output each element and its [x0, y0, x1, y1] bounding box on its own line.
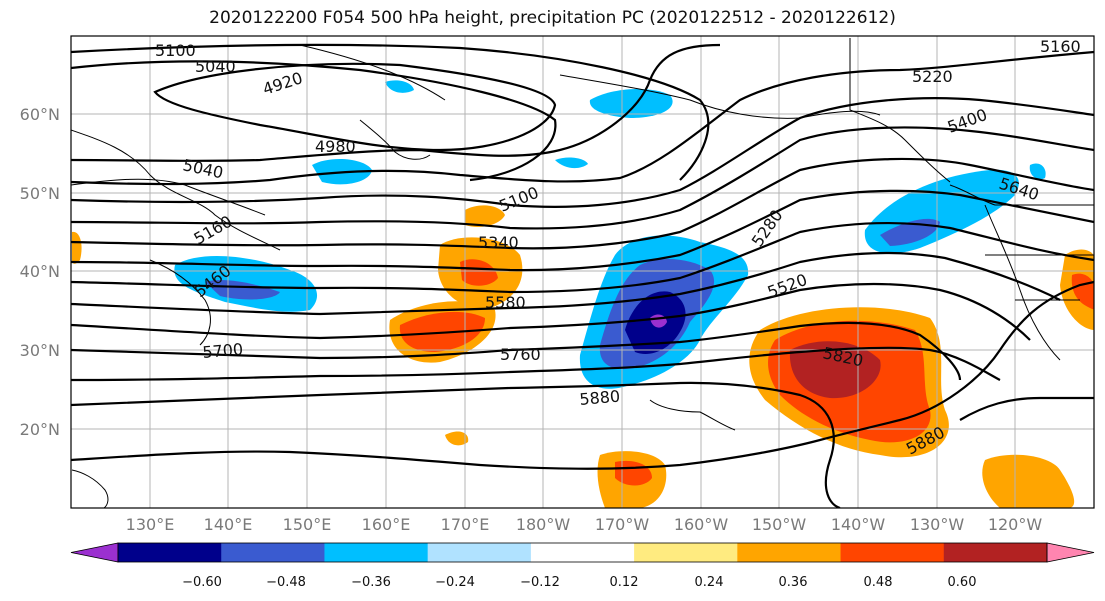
latitude-labels: 60°N 50°N 40°N 30°N 20°N — [20, 105, 60, 439]
map-title: 2020122200 F054 500 hPa height, precipit… — [209, 8, 896, 28]
contour-label: 5880 — [579, 387, 621, 409]
colorbar-segment — [530, 543, 635, 562]
contour-label: 5220 — [912, 67, 953, 86]
colorbar — [70, 542, 1095, 563]
map-frame — [70, 35, 1095, 509]
lat-label: 60°N — [20, 105, 60, 124]
colorbar-segment — [737, 543, 842, 562]
contour-label: 5160 — [191, 212, 236, 249]
contour-label: 5100 — [496, 183, 541, 216]
colorbar-tick-label: 0.48 — [864, 575, 893, 590]
colorbar-tick-label: −0.12 — [520, 575, 560, 590]
contour-label: 5160 — [1040, 37, 1081, 56]
contour-label: 5100 — [155, 41, 196, 60]
lon-label: 180°W — [516, 515, 571, 534]
contour-label: 5340 — [478, 233, 519, 252]
contour-label: 4980 — [315, 137, 356, 156]
colorbar-extend-low — [70, 542, 119, 563]
colorbar-tick-label: −0.60 — [182, 575, 222, 590]
longitude-labels: 130°E 140°E 150°E 160°E 170°E 180°W 170°… — [126, 515, 1043, 534]
colorbar-segment — [427, 543, 532, 562]
lon-label: 130°W — [910, 515, 965, 534]
colorbar-tick-label: 0.12 — [610, 575, 639, 590]
lon-label: 160°E — [362, 515, 411, 534]
contour-label: 5280 — [748, 206, 787, 250]
lon-label: 160°W — [674, 515, 729, 534]
contour-label: 5580 — [485, 293, 526, 312]
contour-label: 4920 — [260, 68, 305, 99]
lon-label: 120°W — [988, 515, 1043, 534]
colorbar-segment — [634, 543, 738, 562]
lat-label: 30°N — [20, 341, 60, 360]
colorbar-tick-label: 0.24 — [695, 575, 724, 590]
lon-label: 140°E — [204, 515, 253, 534]
lon-label: 150°E — [283, 515, 332, 534]
lat-label: 50°N — [20, 184, 60, 203]
lon-label: 170°E — [441, 515, 490, 534]
colorbar-segment — [943, 543, 1048, 562]
colorbar-tick-label: −0.48 — [266, 575, 306, 590]
contour-label: 5040 — [195, 57, 236, 76]
colorbar-tick-label: 0.36 — [779, 575, 808, 590]
lon-label: 130°E — [126, 515, 175, 534]
colorbar-tick-label: −0.24 — [435, 575, 475, 590]
colorbar-tick-label: 0.60 — [948, 575, 977, 590]
coastlines — [71, 38, 1094, 508]
colorbar-ticks: −0.60 −0.48 −0.36 −0.24 −0.12 0.12 0.24 … — [182, 575, 976, 590]
colorbar-segment — [221, 543, 325, 562]
lon-label: 150°W — [752, 515, 807, 534]
lon-label: 140°W — [831, 515, 886, 534]
lat-label: 20°N — [20, 420, 60, 439]
contour-label: 5700 — [202, 340, 244, 362]
lon-label: 170°W — [595, 515, 650, 534]
lat-label: 40°N — [20, 262, 60, 281]
colorbar-segment — [840, 543, 945, 562]
colorbar-segment — [118, 543, 222, 562]
height-contours — [71, 43, 1094, 508]
colorbar-segment — [324, 543, 429, 562]
contour-label: 5040 — [181, 155, 225, 182]
colorbar-extend-high — [1046, 542, 1095, 563]
colorbar-tick-label: −0.36 — [351, 575, 391, 590]
contour-label: 5760 — [500, 345, 541, 364]
colorbar-frame — [117, 542, 1048, 563]
contour-label: 5520 — [765, 270, 810, 302]
